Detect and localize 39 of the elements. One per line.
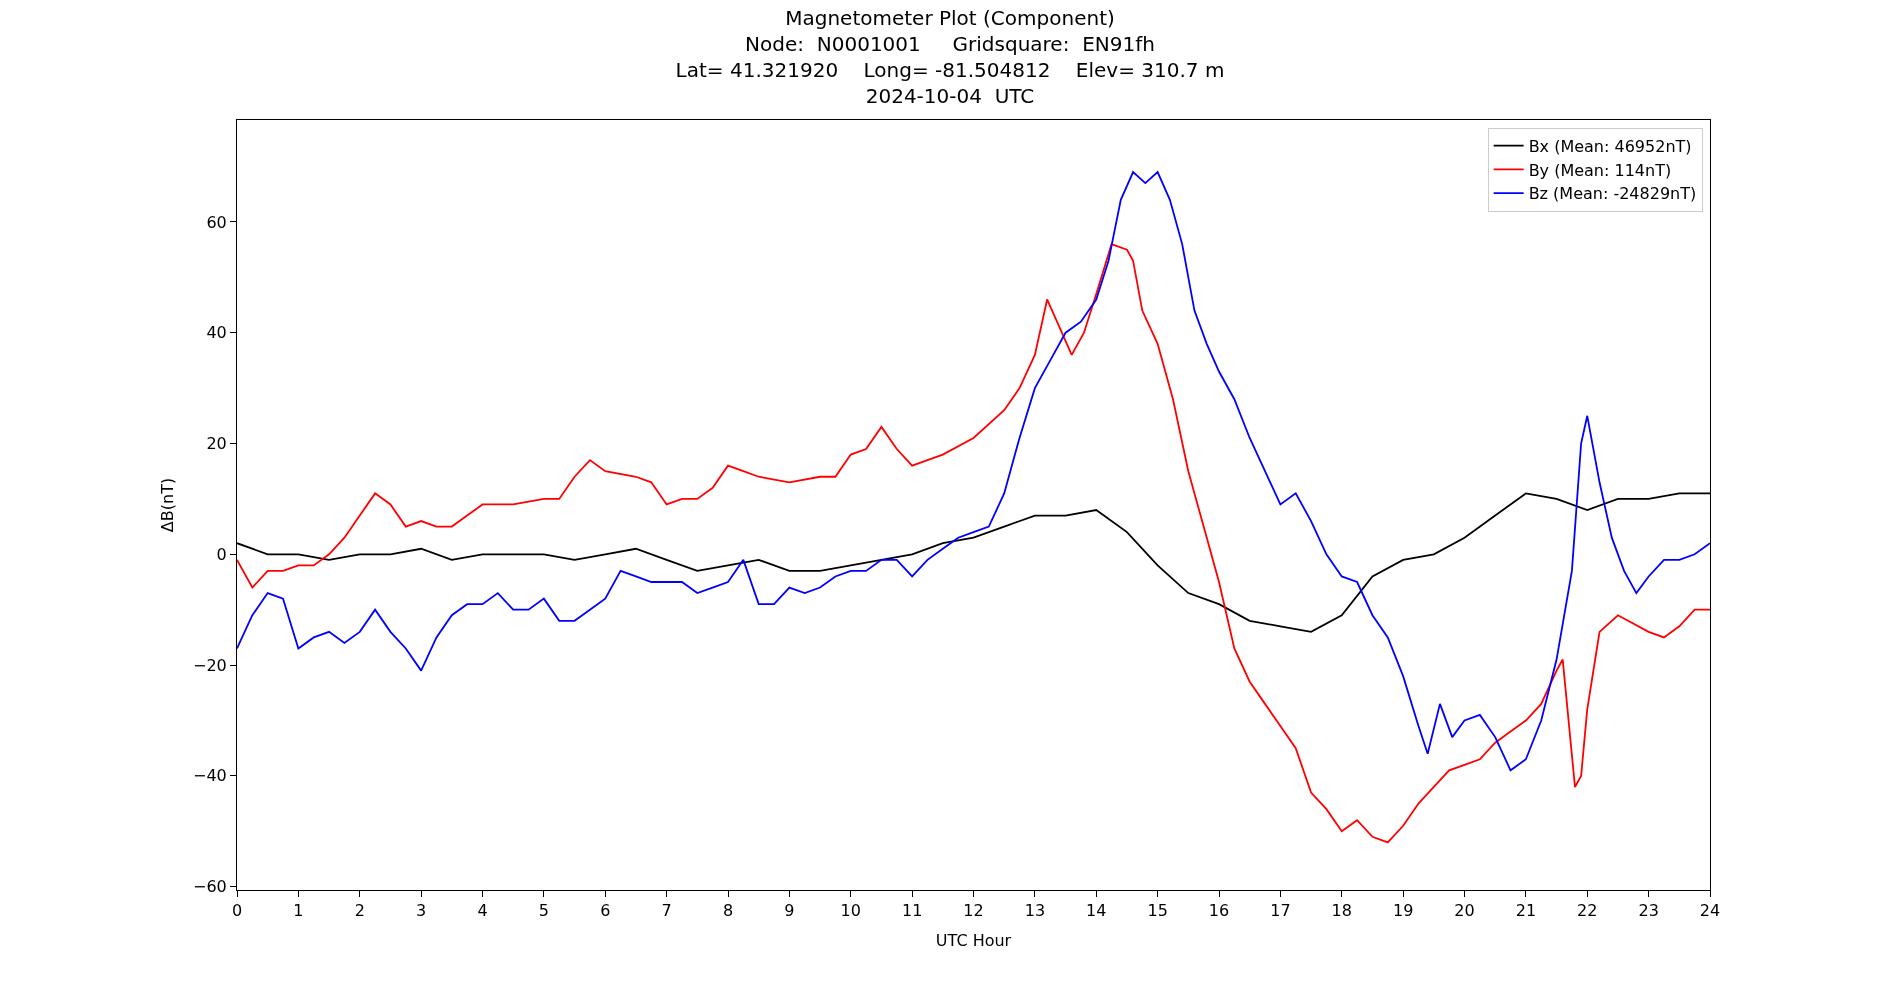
- x-tick-label: 3: [416, 901, 427, 921]
- x-tick-label: 8: [722, 901, 734, 921]
- x-tick-label: 17: [1270, 901, 1291, 921]
- x-tick-label: 23: [1638, 901, 1659, 921]
- x-tick-label: 11: [901, 901, 923, 921]
- x-tick-label: 0: [231, 901, 243, 921]
- x-tick-label: 20: [1454, 901, 1475, 921]
- line-series: [237, 243, 1710, 844]
- y-tick-label: 20: [206, 434, 227, 454]
- legend-label: Bz (Mean: -24829nT): [1528, 184, 1697, 204]
- x-tick-label: 16: [1208, 901, 1230, 921]
- x-tick-label: 24: [1699, 901, 1721, 921]
- y-tick-label: 60: [206, 212, 227, 232]
- x-tick-label: 14: [1086, 901, 1107, 921]
- y-tick-label: −60: [193, 877, 227, 897]
- x-tick-label: 10: [840, 901, 861, 921]
- x-tick-label: 21: [1515, 901, 1537, 921]
- x-tick-label: 6: [600, 901, 611, 921]
- x-tick-label: 9: [784, 901, 795, 921]
- y-axis-title: ΔB(nT): [157, 477, 177, 533]
- x-tick-label: 18: [1331, 901, 1352, 921]
- x-tick-label: 1: [293, 901, 304, 921]
- x-axis-title: UTC Hour: [935, 930, 1012, 950]
- y-tick-label: −20: [193, 655, 227, 675]
- x-tick-label: 2: [354, 901, 365, 921]
- x-tick-label: 12: [963, 901, 984, 921]
- x-tick-label: 13: [1024, 901, 1046, 921]
- x-tick-label: 4: [477, 901, 488, 921]
- y-tick-label: 40: [206, 323, 227, 343]
- x-tick-label: 15: [1147, 901, 1168, 921]
- x-tick-label: 22: [1577, 901, 1598, 921]
- chart-title: Magnetometer Plot (Component) Node: N0001001 Gridsquare: EN91fh Lat= 41.321920 Long= -81.504812 Elev= 310.7 m 2024-10-04 UTC: [675, 6, 1225, 108]
- x-tick-label: 7: [661, 901, 672, 921]
- x-tick-label: 19: [1392, 901, 1414, 921]
- legend-label: Bx (Mean: 46952nT): [1528, 136, 1692, 156]
- y-tick-label: −40: [193, 766, 227, 786]
- y-tick-label: 0: [216, 544, 227, 564]
- x-tick-label: 5: [538, 901, 549, 921]
- legend-label: By (Mean: 114nT): [1528, 160, 1672, 180]
